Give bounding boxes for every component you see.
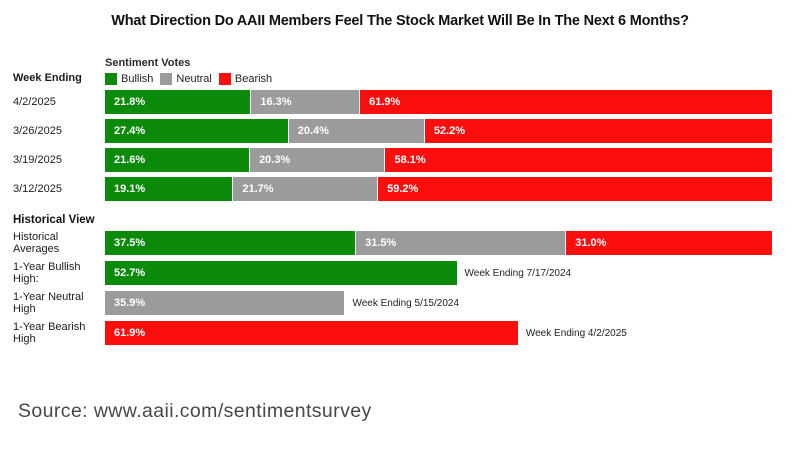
legend-item-neutral: Neutral [160,73,212,85]
bearish-segment: 61.9% [359,90,772,114]
chart-title: What Direction Do AAII Members Feel The … [111,13,689,29]
weekly-row: 3/19/2025 21.6% 20.3% 58.1% [0,148,800,172]
week-ending-column-header: Week Ending [13,72,82,84]
weekly-row: 4/2/2025 21.8% 16.3% 61.9% [0,90,800,114]
bearish-segment: 52.2% [423,119,772,143]
bearish-swatch-icon [218,73,231,85]
row-label: 1-Year Bearish High [13,321,86,345]
week-label: 3/19/2025 [13,154,62,166]
historical-view-header: Historical View [13,214,95,226]
bar-track: 61.9% Week Ending 4/2/2025 [105,321,772,345]
legend: Sentiment Votes Bullish Neutral Bearish [105,57,279,85]
neutral-segment: 16.3% [250,90,360,114]
stacked-bar: 21.8% 16.3% 61.9% [105,90,772,114]
chart-header: Week Ending Sentiment Votes Bullish Neut… [0,57,800,85]
stacked-bar: 21.6% 20.3% 58.1% [105,148,772,172]
row-label: 1-Year Bullish High: [13,261,81,285]
bearish-segment: 58.1% [384,148,772,172]
neutral-segment: 20.3% [249,148,385,172]
bullish-segment: 19.1% [105,177,233,201]
neutral-swatch-icon [160,73,173,85]
stacked-bar: 19.1% 21.7% 59.2% [105,177,772,201]
bullish-high-bar: 52.7% [105,261,457,285]
bullish-segment: 21.8% [105,90,251,114]
legend-label: Bearish [234,73,273,85]
row-label: 1-Year Neutral High [13,291,84,315]
bullish-swatch-icon [105,73,117,85]
neutral-segment: 21.7% [232,177,378,201]
bearish-high-bar: 61.9% [105,321,518,345]
bar-annotation: Week Ending 4/2/2025 [525,327,627,339]
week-label: 3/12/2025 [13,183,62,195]
historical-averages-row: Historical Averages 37.5% 31.5% 31.0% [0,231,800,255]
bar-annotation: Week Ending 7/17/2024 [464,267,572,279]
weekly-row: 3/26/2025 27.4% 20.4% 52.2% [0,119,800,143]
source-text: Source: www.aaii.com/sentimentsurvey [18,400,372,422]
bullish-segment: 27.4% [105,119,288,143]
bearish-segment: 59.2% [377,177,772,201]
row-label: Historical Averages [13,231,60,255]
week-label: 4/2/2025 [13,96,56,108]
legend-label: Bullish [121,73,154,85]
legend-item-bullish: Bullish [105,73,153,85]
bar-track: 35.9% Week Ending 5/15/2024 [105,291,772,315]
neutral-high-row: 1-Year Neutral High 35.9% Week Ending 5/… [0,291,800,315]
legend-item-bearish: Bearish [218,73,273,85]
legend-title: Sentiment Votes [105,57,191,69]
bearish-high-row: 1-Year Bearish High 61.9% Week Ending 4/… [0,321,800,345]
bullish-segment: 21.6% [105,148,250,172]
bullish-high-row: 1-Year Bullish High: 52.7% Week Ending 7… [0,261,800,285]
bar-annotation: Week Ending 5/15/2024 [352,297,459,309]
bullish-segment: 37.5% [105,231,356,255]
stacked-bar: 37.5% 31.5% 31.0% [105,231,772,255]
weekly-row: 3/12/2025 19.1% 21.7% 59.2% [0,177,800,201]
sentiment-chart: Week Ending Sentiment Votes Bullish Neut… [0,57,800,345]
legend-label: Neutral [176,73,212,85]
bearish-segment: 31.0% [565,231,772,255]
week-label: 3/26/2025 [13,125,62,137]
bar-track: 52.7% Week Ending 7/17/2024 [105,261,772,285]
neutral-segment: 31.5% [355,231,566,255]
neutral-segment: 20.4% [287,119,424,143]
stacked-bar: 27.4% 20.4% 52.2% [105,119,772,143]
legend-items: Bullish Neutral Bearish [105,73,279,85]
neutral-high-bar: 35.9% [105,291,345,315]
